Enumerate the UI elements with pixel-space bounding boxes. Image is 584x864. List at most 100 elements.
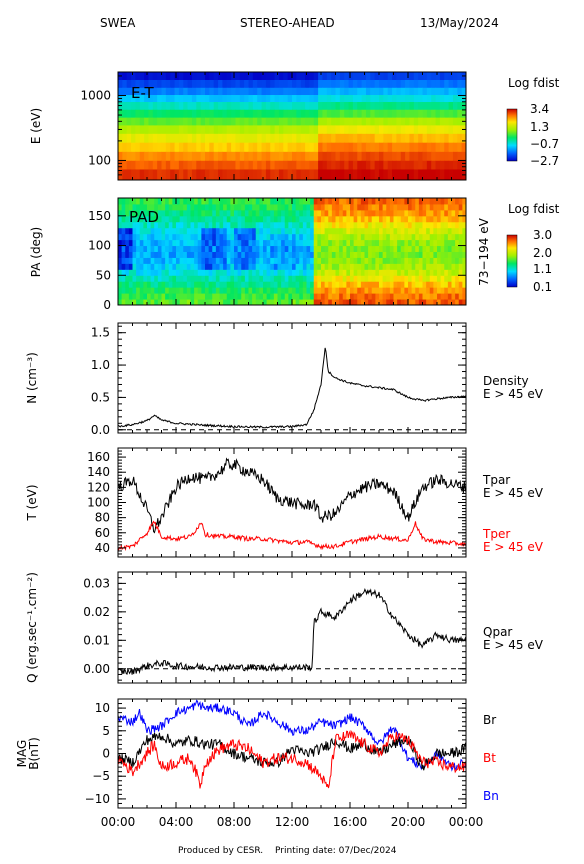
- pad-cell: [328, 227, 333, 235]
- et-cell: [152, 109, 158, 119]
- pad-cell: [132, 293, 137, 300]
- pad-cell: [244, 227, 249, 235]
- pad-cell: [357, 269, 362, 276]
- et-cell: [174, 142, 180, 153]
- et-cell: [283, 117, 289, 126]
- pad-cell: [125, 275, 130, 282]
- pad-cell: [342, 215, 347, 223]
- pad-colorbar-tick-label: 3.0: [533, 228, 552, 242]
- pad-cell: [437, 275, 442, 282]
- pad-cell: [230, 221, 235, 229]
- pad-cell: [194, 209, 199, 217]
- et-cell: [326, 160, 332, 170]
- et-cell: [187, 95, 193, 103]
- et-cell: [413, 133, 419, 144]
- pad-cell: [186, 203, 191, 211]
- pad-cell: [190, 233, 195, 241]
- pad-cell: [273, 287, 278, 294]
- pad-cell: [418, 299, 423, 306]
- pad-cell: [386, 257, 391, 264]
- et-cell: [444, 102, 450, 111]
- pad-cell: [234, 257, 239, 264]
- pad-cell: [368, 257, 373, 264]
- pad-cell: [147, 263, 152, 270]
- pad-cell: [223, 215, 228, 223]
- pad-cell: [310, 203, 315, 211]
- pad-cell: [353, 245, 358, 252]
- et-cell: [191, 151, 197, 162]
- et-cell: [318, 109, 323, 119]
- pad-cell: [426, 263, 431, 270]
- et-cell: [357, 125, 363, 135]
- et-cell: [444, 117, 450, 126]
- et-cell: [452, 72, 458, 81]
- et-cell: [461, 142, 467, 153]
- et-cell: [383, 160, 389, 170]
- pad-cell: [321, 239, 326, 247]
- pad-cell: [176, 257, 181, 264]
- pad-cell: [288, 227, 293, 235]
- pad-cell: [143, 245, 148, 252]
- pad-cell: [350, 275, 355, 282]
- pad-cell: [161, 215, 166, 223]
- et-cell: [170, 117, 176, 126]
- et-cell: [278, 160, 284, 170]
- et-cell: [305, 142, 310, 153]
- pad-cell: [379, 257, 384, 264]
- pad-cell: [252, 281, 257, 288]
- et-cell: [278, 72, 284, 81]
- et-cell: [448, 142, 454, 153]
- et-cell: [313, 80, 319, 89]
- et-cell: [144, 109, 149, 119]
- pad-cell: [154, 299, 159, 306]
- pad-cell: [350, 287, 355, 294]
- pad-cell: [183, 269, 188, 276]
- pad-cell: [263, 245, 268, 252]
- et-cell: [344, 142, 350, 153]
- pad-cell: [292, 299, 297, 306]
- et-cell: [387, 109, 393, 119]
- et-cell: [135, 125, 141, 135]
- et-cell: [213, 142, 219, 153]
- pad-cell: [393, 198, 398, 205]
- pad-cell: [418, 287, 423, 294]
- pad-cell: [215, 293, 220, 300]
- pad-cell: [201, 287, 206, 294]
- pad-cell: [263, 221, 268, 229]
- pad-cell: [353, 257, 358, 264]
- pad-cell: [288, 293, 293, 300]
- et-cell: [148, 109, 154, 119]
- pad-cell: [371, 257, 376, 264]
- pad-cell: [263, 239, 268, 247]
- et-cell: [352, 169, 358, 181]
- pad-cell: [259, 239, 264, 247]
- pad-cell: [389, 281, 394, 288]
- pad-cell: [194, 215, 199, 223]
- et-cell: [326, 169, 332, 181]
- pad-cell: [426, 227, 431, 235]
- et-cell: [183, 125, 189, 135]
- pad-cell: [306, 239, 311, 247]
- et-cell: [187, 160, 193, 170]
- pad-cell: [353, 239, 358, 247]
- pad-cell: [255, 257, 260, 264]
- pad-cell: [176, 287, 181, 294]
- et-cell: [435, 125, 441, 135]
- pad-cell: [277, 245, 282, 252]
- pad-cell: [346, 198, 351, 205]
- pad-cell: [299, 269, 304, 276]
- pad-cell: [440, 299, 445, 306]
- pad-cell: [386, 239, 391, 247]
- pad-cell: [444, 251, 449, 258]
- et-cell: [344, 133, 350, 144]
- et-cell: [165, 87, 171, 96]
- pad-cell: [186, 198, 191, 205]
- pad-cell: [179, 239, 184, 247]
- pad-cell: [154, 215, 159, 223]
- pad-cell: [429, 239, 434, 247]
- et-cell: [131, 133, 136, 144]
- pad-cell: [415, 227, 420, 235]
- et-colorbar-tick-label: 3.4: [530, 102, 549, 116]
- et-cell: [387, 95, 393, 103]
- pad-cell: [331, 299, 336, 306]
